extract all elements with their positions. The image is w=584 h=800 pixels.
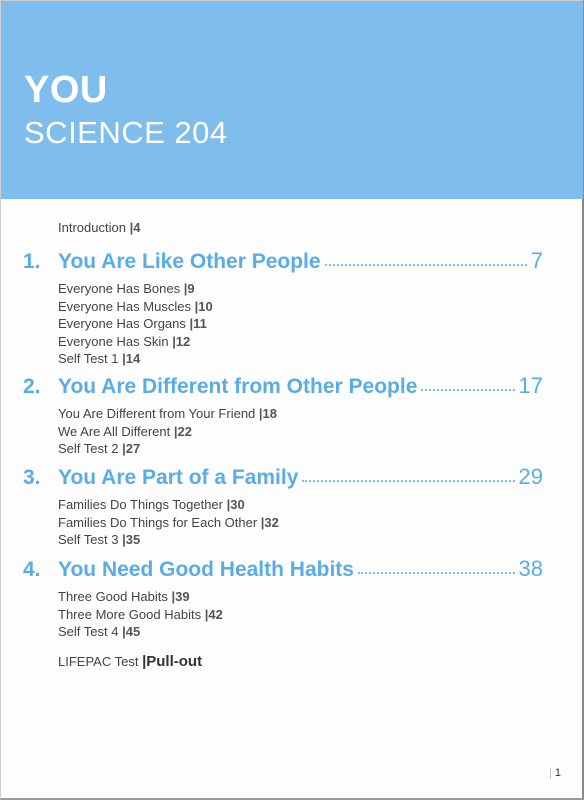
toc-item-label: Everyone Has Skin <box>58 333 169 349</box>
section-title: You Need Good Health Habits <box>58 558 354 581</box>
toc-item: Self Test 3 |35 <box>58 531 279 549</box>
intro-label: Introduction <box>58 220 126 235</box>
dot-leader <box>357 572 515 574</box>
toc-item-label: Everyone Has Muscles <box>58 298 191 314</box>
toc-item: Three Good Habits |39 <box>58 588 223 606</box>
toc-item: Everyone Has Muscles |10 <box>58 298 213 316</box>
course-subtitle: SCIENCE 204 <box>24 115 228 150</box>
section-number: 1. <box>23 250 41 273</box>
toc-item-page: |9 <box>183 281 195 296</box>
dot-leader <box>421 389 515 391</box>
toc-introduction: Introduction |4 <box>58 220 140 235</box>
toc-item-label: Self Test 3 <box>58 532 119 547</box>
unit-title: YOU <box>24 69 108 111</box>
toc-item-label: Self Test 2 <box>58 441 119 456</box>
section-heading: 1. You Are Like Other People 7 <box>23 248 543 278</box>
lifepac-page: |Pull-out <box>142 653 203 670</box>
section-page: 17 <box>518 373 543 398</box>
section-heading: 3. You Are Part of a Family 29 <box>23 464 543 494</box>
toc-item-label: You Are Different from Your Friend <box>58 406 256 421</box>
toc-item: Everyone Has Organs |11 <box>58 315 213 333</box>
folio-number: 1 <box>554 767 561 779</box>
toc-item-label: We Are All Different <box>58 423 171 439</box>
toc-item-page: |18 <box>258 406 278 421</box>
toc-item: Families Do Things Together |30 <box>58 496 279 514</box>
section-page: 38 <box>518 556 543 581</box>
section-heading: 2. You Are Different from Other People 1… <box>23 373 543 403</box>
section-items: You Are Different from Your Friend |18 W… <box>58 405 277 458</box>
section-number: 4. <box>23 558 41 581</box>
section-title: You Are Part of a Family <box>58 466 299 489</box>
toc-lifepac-test: LIFEPAC Test |Pull-out <box>58 653 202 670</box>
section-title: You Are Like Other People <box>58 250 321 273</box>
toc-item: Families Do Things for Each Other |32 <box>58 514 279 532</box>
toc-item-page: |35 <box>122 532 141 547</box>
toc-item-page: |27 <box>122 441 141 456</box>
dot-leader <box>302 480 515 482</box>
section-heading: 4. You Need Good Health Habits 38 <box>23 556 543 586</box>
section-number: 3. <box>23 466 41 489</box>
toc-item-page: |32 <box>260 514 279 530</box>
toc-item-page: |30 <box>226 497 245 512</box>
lifepac-label: LIFEPAC Test <box>58 654 139 669</box>
toc-item: Everyone Has Skin |12 <box>58 333 213 351</box>
toc-item: We Are All Different |22 <box>58 423 277 441</box>
section-page: 29 <box>518 464 543 489</box>
toc-item-page: |45 <box>122 624 141 639</box>
toc-item-label: Families Do Things for Each Other <box>58 514 258 530</box>
toc-item: You Are Different from Your Friend |18 <box>58 405 277 423</box>
section-title: You Are Different from Other People <box>58 375 418 398</box>
toc-item-page: |11 <box>189 316 207 331</box>
section-page: 7 <box>530 248 543 273</box>
section-items: Three Good Habits |39 Three More Good Ha… <box>58 588 223 641</box>
toc-item-label: Self Test 1 <box>58 351 119 366</box>
toc-item-label: Three More Good Habits <box>58 606 202 622</box>
toc-item: Self Test 2 |27 <box>58 440 277 458</box>
toc-item-label: Everyone Has Bones <box>58 281 181 296</box>
intro-page: |4 <box>129 220 141 235</box>
section-items: Everyone Has Bones |9 Everyone Has Muscl… <box>58 280 213 368</box>
section-number: 2. <box>23 375 41 398</box>
toc-item-label: Three Good Habits <box>58 589 168 604</box>
dot-leader <box>324 264 527 266</box>
toc-item-page: |12 <box>172 333 191 349</box>
toc-item-label: Self Test 4 <box>58 624 119 639</box>
toc-item-page: |39 <box>171 589 190 604</box>
toc-item-page: |42 <box>204 606 223 622</box>
toc-item-page: |14 <box>122 351 141 366</box>
toc-item: Self Test 1 |14 <box>58 350 213 368</box>
toc-item-page: |10 <box>194 298 213 314</box>
toc-item: Self Test 4 |45 <box>58 623 223 641</box>
page-number: | 1 <box>549 767 561 779</box>
toc-item-page: |22 <box>173 423 192 439</box>
toc-item: Everyone Has Bones |9 <box>58 280 213 298</box>
title-banner: YOU SCIENCE 204 <box>1 1 583 199</box>
section-items: Families Do Things Together |30 Families… <box>58 496 279 549</box>
toc-item-label: Families Do Things Together <box>58 497 223 512</box>
toc-item: Three More Good Habits |42 <box>58 606 223 624</box>
folio-bar: | <box>549 767 552 779</box>
toc-item-label: Everyone Has Organs <box>58 316 186 331</box>
